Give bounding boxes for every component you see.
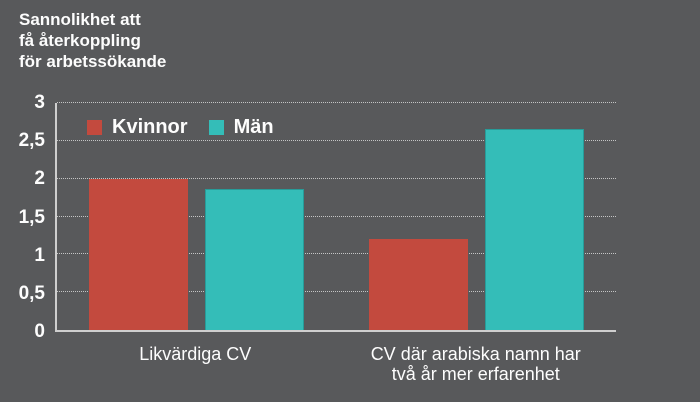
x-category-label-1: CV där arabiska namn har två år mer erfa… xyxy=(370,344,581,384)
legend-item-kvinnor: Kvinnor xyxy=(87,116,188,139)
y-tick-label-1: 1 xyxy=(34,244,45,266)
x-axis-labels: Likvärdiga CV CV där arabiska namn har tv… xyxy=(55,344,616,384)
legend: Kvinnor Män xyxy=(87,116,274,139)
gridline-1_5 xyxy=(57,215,616,217)
bar-kvinnor-1 xyxy=(368,239,468,330)
bars-container xyxy=(57,103,616,330)
x-category-label-0: Likvärdiga CV xyxy=(139,344,252,364)
bar-kvinnor-0 xyxy=(89,178,189,330)
gridline-2_5 xyxy=(57,139,616,141)
y-tick-label-2_5: 2,5 xyxy=(18,130,45,152)
y-axis-labels: 0 0,5 1 1,5 2 2,5 3 xyxy=(0,92,45,342)
plot-area: Kvinnor Män xyxy=(55,102,616,332)
chart-title: Sannolikhet att få återkoppling för arbe… xyxy=(19,10,167,71)
legend-swatch-kvinnor xyxy=(87,120,102,135)
y-tick-label-2: 2 xyxy=(34,168,45,190)
y-tick-label-1_5: 1,5 xyxy=(18,206,45,228)
legend-label-kvinnor: Kvinnor xyxy=(112,116,188,138)
gridline-0_5 xyxy=(57,291,616,293)
legend-item-man: Män xyxy=(208,116,274,139)
gridline-2 xyxy=(57,177,616,179)
gridline-3 xyxy=(57,102,616,103)
y-tick-label-3: 3 xyxy=(34,92,45,113)
category-group-0 xyxy=(57,103,337,330)
bar-män-0 xyxy=(205,188,305,330)
category-group-1 xyxy=(337,103,617,330)
y-tick-label-0_5: 0,5 xyxy=(18,282,45,304)
legend-swatch-man xyxy=(208,120,224,135)
bar-män-1 xyxy=(484,129,584,330)
gridline-1 xyxy=(57,253,616,255)
legend-label-man: Män xyxy=(233,116,274,138)
y-tick-label-0: 0 xyxy=(34,321,45,342)
